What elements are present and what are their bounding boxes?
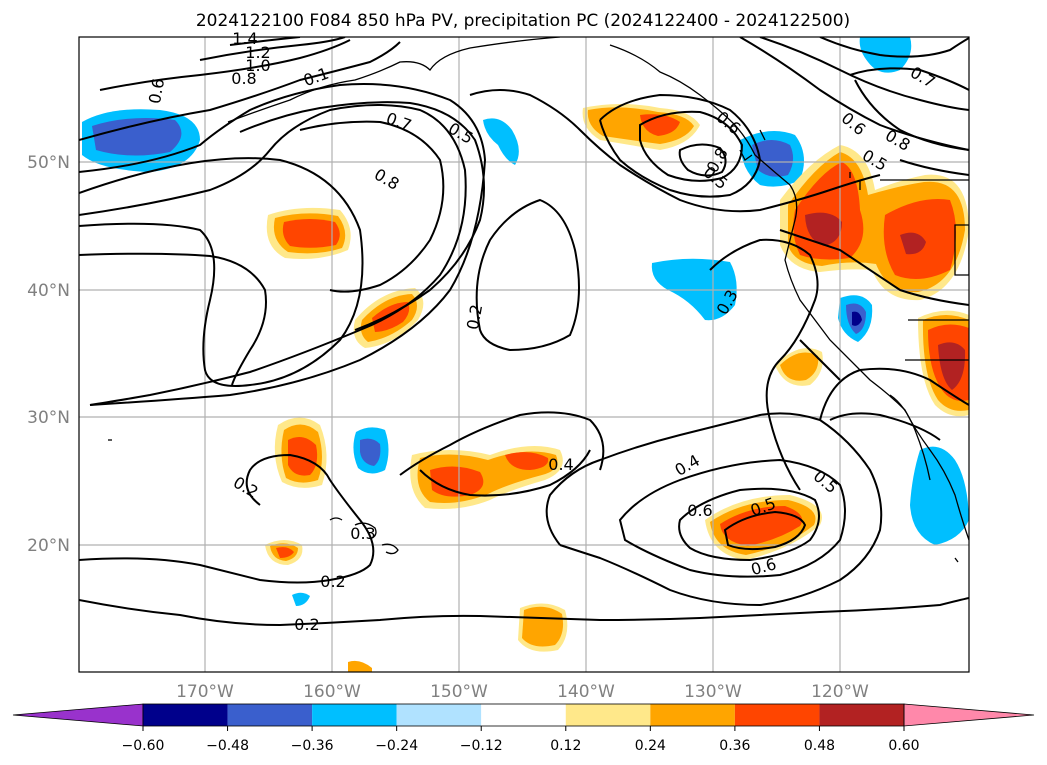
precip-neg-mexico xyxy=(910,446,969,545)
lat-label: 20°N xyxy=(27,536,70,556)
lon-label: 130°W xyxy=(684,682,742,702)
contour-label: 0.2 xyxy=(294,615,319,634)
contour-label: 1.4 xyxy=(232,29,257,48)
contour-label: 0.2 xyxy=(320,572,345,591)
colorbar-outline xyxy=(142,703,905,727)
colorbar-cell xyxy=(734,704,820,726)
lon-label: 140°W xyxy=(557,682,615,702)
precip-neg-tiny xyxy=(292,592,310,606)
colorbar-cell xyxy=(396,704,482,726)
colorbar-cell xyxy=(312,704,397,726)
colorbar-cell xyxy=(227,704,313,726)
map-title: 2024122100 F084 850 hPa PV, precipitatio… xyxy=(196,11,850,31)
lat-label: 40°N xyxy=(27,281,70,301)
lon-label: 160°W xyxy=(303,682,361,702)
colorbar-tick-label: −0.12 xyxy=(460,738,503,754)
colorbar-tick-label: 0.12 xyxy=(550,738,581,754)
colorbar-tick-label: 0.60 xyxy=(888,738,919,754)
map-background xyxy=(79,37,969,672)
colorbar-tick-label: −0.24 xyxy=(375,738,418,754)
lat-label: 50°N xyxy=(27,153,70,173)
contour-label: 0.6 xyxy=(687,501,712,520)
colorbar-tick-label: 0.48 xyxy=(804,738,835,754)
coastlines xyxy=(108,37,969,563)
colorbar-tick-label: −0.60 xyxy=(122,738,165,754)
pv-contours xyxy=(79,37,969,627)
lat-label: 30°N xyxy=(27,408,70,428)
colorbar-cell xyxy=(143,704,228,726)
precipitation-shading xyxy=(82,37,969,672)
colorbar: −0.60 −0.48 −0.36 −0.24 −0.12 0.12 0.24 0.36 0.4… xyxy=(12,703,1035,754)
precip-pos-bottom xyxy=(348,660,372,672)
latitude-labels: 50°N 40°N 30°N 20°N xyxy=(27,153,70,556)
lon-label: 170°W xyxy=(176,682,234,702)
longitude-labels: 170°W 160°W 150°W 140°W 130°W 120°W xyxy=(176,682,869,702)
colorbar-tick-label: 0.24 xyxy=(635,738,666,754)
contour-label: 0.4 xyxy=(548,455,573,474)
colorbar-extend-low xyxy=(12,703,144,727)
contour-label: 0.6 xyxy=(145,77,168,105)
contour-label: 0.3 xyxy=(350,524,375,543)
precip-neg-small-1 xyxy=(483,118,519,165)
contour-label: 0.8 xyxy=(231,69,256,88)
lon-label: 150°W xyxy=(430,682,488,702)
contour-label: 0.2 xyxy=(463,303,486,331)
contour-label: 1.2 xyxy=(245,43,270,62)
colorbar-tick-label: −0.36 xyxy=(291,738,334,754)
colorbar-cell xyxy=(565,704,651,726)
contour-label: 1.0 xyxy=(245,56,270,75)
lon-label: 120°W xyxy=(811,682,869,702)
colorbar-cell xyxy=(650,704,735,726)
colorbar-tick-label: 0.36 xyxy=(719,738,750,754)
colorbar-extend-high xyxy=(903,703,1035,727)
colorbar-cell xyxy=(819,704,904,726)
colorbar-tick-label: −0.48 xyxy=(206,738,249,754)
map-frame xyxy=(78,36,970,673)
colorbar-cell xyxy=(481,704,566,726)
map-panel: 1.4 1.2 1.0 0.8 0.6 0.1 0.7 0.5 0.8 0.2 … xyxy=(78,29,970,673)
